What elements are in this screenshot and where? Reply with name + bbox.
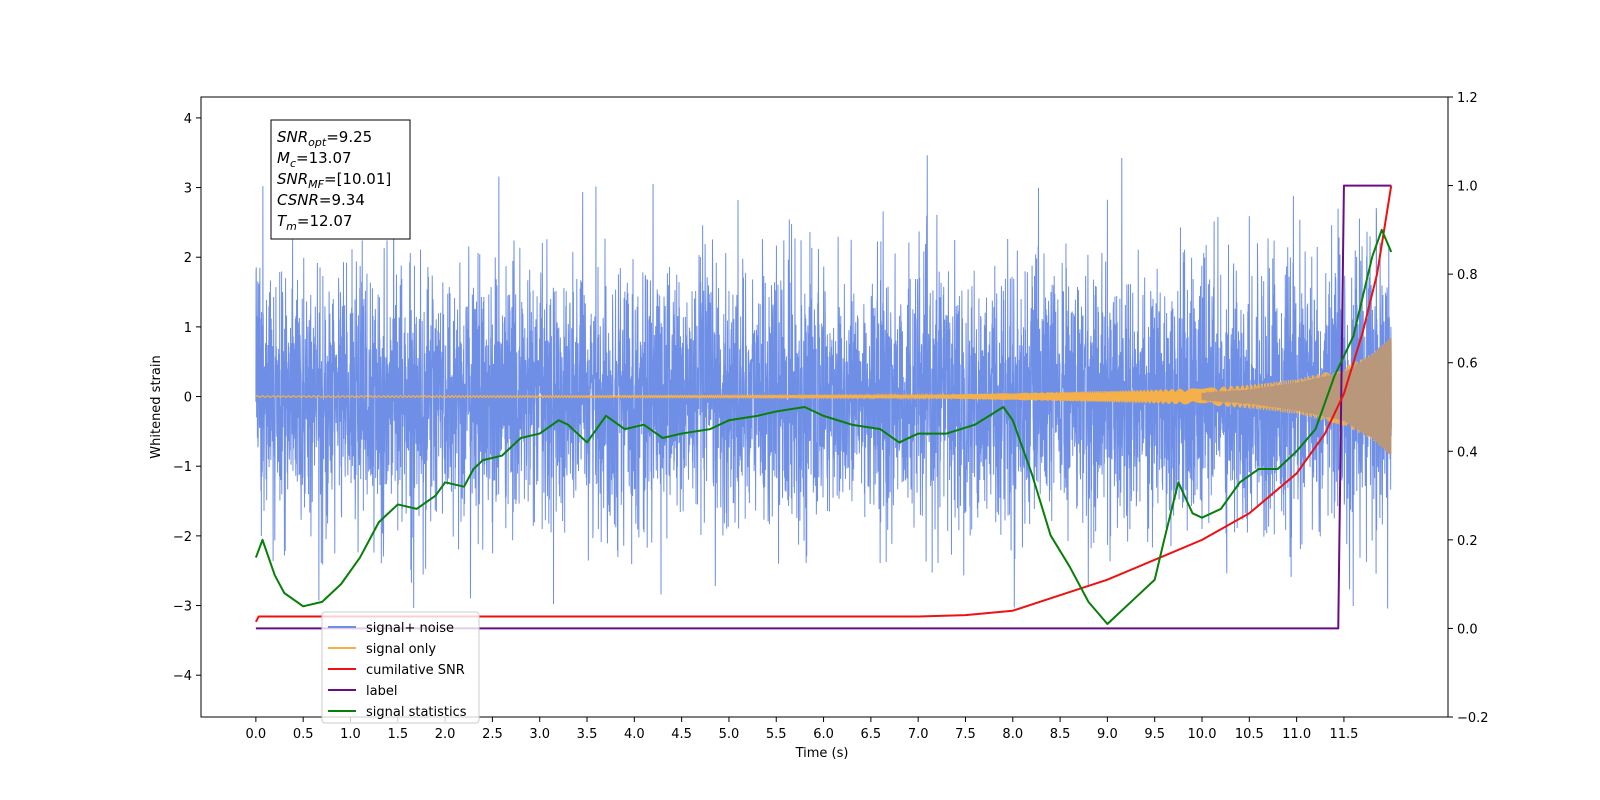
- x-tick-label: 11.0: [1282, 727, 1311, 742]
- y-tick-label: 0: [184, 391, 192, 406]
- series-signal-overlap: [1201, 337, 1392, 455]
- x-tick-label: 9.5: [1144, 727, 1165, 742]
- series-signal-statistics: [254, 228, 1393, 625]
- legend-cumulative-snr: cumilative SNR: [366, 663, 465, 678]
- x-axis-label: Time (s): [795, 746, 849, 761]
- legend-signal-statistics: signal statistics: [366, 705, 467, 720]
- plot-frame: [200, 96, 1449, 718]
- y-tick-label: 3: [184, 182, 192, 197]
- y-axis-right: 1.2 1.0 0.8 0.6 0.4 0.2 0.0 −0.2: [1448, 91, 1489, 726]
- x-tick-label: 8.5: [1050, 727, 1071, 742]
- x-tick-label: 6.0: [813, 727, 834, 742]
- y-right-tick-label: 1.0: [1457, 180, 1478, 195]
- y-tick-label: 2: [184, 251, 192, 266]
- y-axis-label: Whitened strain: [149, 355, 164, 458]
- y-tick-label: −3: [173, 600, 192, 615]
- series-layer: [254, 142, 1393, 630]
- series-label: [255, 184, 1392, 630]
- legend-label: label: [366, 684, 397, 699]
- x-tick-label: 10.5: [1235, 727, 1264, 742]
- y-tick-label: 4: [184, 112, 192, 127]
- x-tick-label: 5.0: [719, 727, 740, 742]
- legend-signal-noise: signal+ noise: [366, 621, 454, 636]
- x-tick-label: 10.0: [1188, 727, 1217, 742]
- x-tick-label: 3.0: [529, 727, 550, 742]
- series-signal-noise: [255, 142, 1392, 609]
- y-right-tick-label: 0.0: [1457, 622, 1478, 637]
- x-tick-label: 6.5: [861, 727, 882, 742]
- x-tick-label: 0.5: [293, 727, 314, 742]
- x-tick-label: 8.0: [1002, 727, 1023, 742]
- x-tick-label: 4.5: [671, 727, 692, 742]
- x-tick-label: 1.5: [387, 727, 408, 742]
- x-tick-label: 1.0: [340, 727, 361, 742]
- y-right-tick-label: −0.2: [1457, 711, 1489, 726]
- series-signal-only: [255, 341, 1392, 456]
- annotation-line: SNRMF=[10.01]: [277, 170, 391, 191]
- legend-signal-only: signal only: [366, 642, 436, 657]
- annotation-line: CSNR=9.34: [277, 191, 365, 209]
- y-right-tick-label: 0.6: [1457, 357, 1478, 372]
- x-tick-label: 7.5: [955, 727, 976, 742]
- annotation-frame: [270, 119, 411, 240]
- x-tick-label: 2.5: [482, 727, 503, 742]
- y-axis-left: 4 3 2 1 0 −1 −2 −3 −4: [173, 112, 201, 684]
- y-right-tick-label: 1.2: [1457, 91, 1478, 106]
- series-cumulative-snr: [254, 185, 1393, 623]
- metrics-annotation-box: SNRopt=9.25Mc=13.07SNRMF=[10.01]CSNR=9.3…: [270, 119, 411, 240]
- legend-frame: [321, 611, 480, 724]
- x-tick-label: 11.5: [1329, 727, 1358, 742]
- y-tick-label: 1: [184, 321, 192, 336]
- y-tick-label: −1: [173, 460, 192, 475]
- x-tick-label: 7.0: [908, 727, 929, 742]
- y-right-tick-label: 0.4: [1457, 445, 1478, 460]
- x-tick-label: 9.0: [1097, 727, 1118, 742]
- annotation-line: Tm=12.07: [277, 212, 352, 233]
- y-tick-label: −2: [173, 530, 192, 545]
- annotation-line: SNRopt=9.25: [277, 128, 372, 149]
- x-axis: 0.0 0.5 1.0 1.5 2.0 2.5 3.0 3.5 4.0 4.5 5.0 5.5 6.0 6…: [246, 717, 1358, 742]
- x-tick-label: 3.5: [577, 727, 598, 742]
- legend: signal+ noise signal only cumilative SNR la…: [321, 611, 480, 724]
- x-tick-label: 0.0: [246, 727, 267, 742]
- x-tick-label: 5.5: [766, 727, 787, 742]
- y-tick-label: −4: [173, 669, 192, 684]
- x-tick-label: 4.0: [624, 727, 645, 742]
- y-right-tick-label: 0.2: [1457, 534, 1478, 549]
- x-tick-label: 2.0: [435, 727, 456, 742]
- y-right-tick-label: 0.8: [1457, 268, 1478, 283]
- annotation-line: Mc=13.07: [277, 149, 352, 170]
